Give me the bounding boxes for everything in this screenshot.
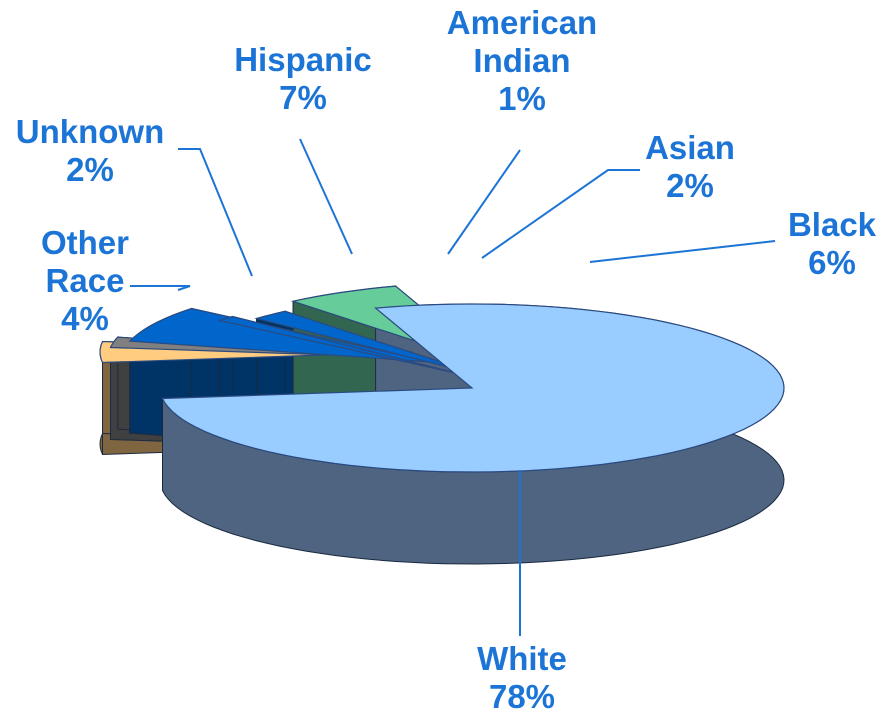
slice-name-label: Other	[41, 224, 129, 261]
slice-value-label: 7%	[279, 79, 327, 116]
slice-label-hispanic: Hispanic 7%	[234, 41, 372, 116]
slice-value-label: 2%	[66, 151, 114, 188]
slice-label-other-race: Other Race 4%	[41, 224, 129, 337]
pie-tops	[99, 285, 785, 473]
slice-name-label: White	[477, 640, 567, 677]
leader-line-other-race	[130, 285, 191, 291]
slice-asian	[254, 310, 485, 377]
leader-line-unknown	[178, 148, 253, 277]
slice-white	[161, 303, 785, 473]
slice-name-label: Black	[788, 206, 877, 243]
leader-line-asian	[481, 169, 640, 259]
slice-labels: White 78%Other Race 4%Unknown 2%Hispanic 7%Am…	[16, 4, 877, 715]
leader-line-black	[589, 240, 776, 263]
slice-label-black: Black 6%	[788, 206, 877, 281]
slice-name-label: Race	[46, 262, 125, 299]
slice-label-asian: Asian 2%	[645, 129, 735, 204]
slice-american-indian	[217, 315, 461, 375]
slice-name-label: Unknown	[16, 113, 164, 150]
slice-value-label: 1%	[498, 80, 546, 117]
slice-value-label: 6%	[808, 244, 856, 281]
slice-value-label: 2%	[666, 167, 714, 204]
leader-lines	[130, 138, 776, 636]
leader-line-american-indian	[447, 149, 521, 255]
slice-name-label: Indian	[473, 42, 570, 79]
slice-value-label: 78%	[489, 678, 555, 715]
slice-label-american-indian: American Indian 1%	[447, 4, 597, 117]
slice-name-label: American	[447, 4, 597, 41]
slice-name-label: Hispanic	[234, 41, 372, 78]
leader-line-hispanic	[299, 138, 353, 255]
slice-value-label: 4%	[61, 300, 109, 337]
slice-name-label: Asian	[645, 129, 735, 166]
slice-label-white: White 78%	[477, 640, 567, 715]
slice-label-unknown: Unknown 2%	[16, 113, 164, 188]
